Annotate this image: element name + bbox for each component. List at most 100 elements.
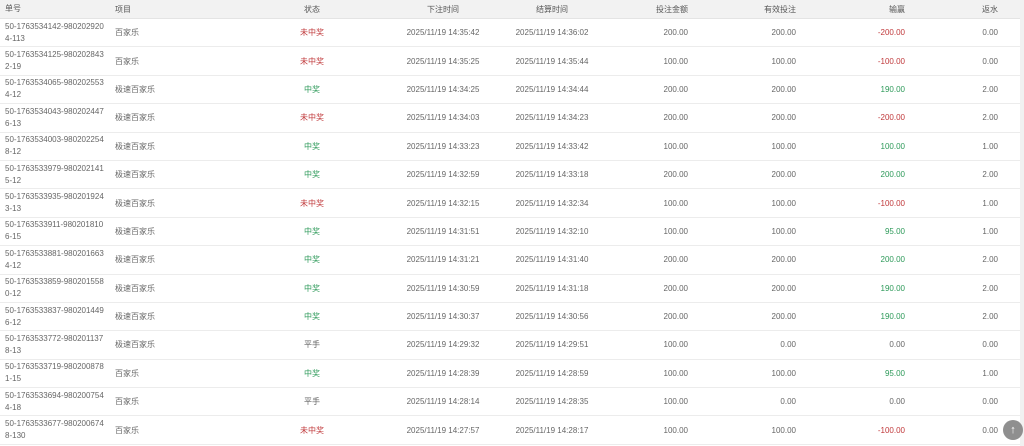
cell-bet-time: 2025/11/19 14:27:57	[406, 425, 480, 435]
cell-settle-time: 2025/11/19 14:33:42	[515, 141, 589, 151]
cell-win-loss: 95.00	[884, 226, 905, 236]
cell-bet-amount: 200.00	[663, 312, 688, 322]
back-to-top-button[interactable]: ↑	[1003, 420, 1023, 440]
table-row: 50-1763533677-9802006748-130 百家乐 未中奖 2025/1…	[0, 416, 1020, 445]
table-row: 50-1763534065-9802025534-12 极速百家乐 中奖 2025/1…	[0, 75, 1020, 105]
cell-bet-time: 2025/11/19 14:28:39	[406, 368, 480, 378]
cell-bet-time: 2025/11/19 14:32:15	[406, 198, 480, 208]
cell-bet-time: 2025/11/19 14:31:51	[406, 226, 480, 236]
table-row: 50-1763533772-9802011378-13 极速百家乐 平手 2025/1…	[0, 331, 1020, 360]
header-amount: 投注金额	[656, 4, 688, 14]
cell-bet-amount: 200.00	[663, 255, 688, 265]
cell-game-name: 极速百家乐	[115, 340, 155, 350]
cell-status: 未中奖	[300, 113, 324, 123]
cell-bet-amount: 200.00	[663, 28, 688, 38]
cell-status: 中奖	[304, 255, 320, 265]
cell-win-loss: 190.00	[880, 84, 905, 94]
cell-settle-time: 2025/11/19 14:28:35	[515, 397, 589, 407]
cell-bet-time: 2025/11/19 14:32:59	[406, 170, 480, 180]
cell-win-loss: 100.00	[880, 141, 905, 151]
cell-bet-amount: 100.00	[663, 141, 688, 151]
cell-status: 中奖	[304, 84, 320, 94]
table-row: 50-1763533979-9802021415-12 极速百家乐 中奖 2025/1…	[0, 160, 1020, 190]
table-row: 50-1763533935-9802019243-13 极速百家乐 未中奖 2025/…	[0, 189, 1020, 218]
cell-status: 未中奖	[300, 56, 324, 66]
cell-game-name: 百家乐	[115, 368, 139, 378]
cell-rebate: 1.00	[982, 141, 998, 151]
header-valid-bet: 有效投注	[764, 4, 796, 14]
header-win-loss: 输赢	[889, 4, 905, 14]
cell-order-id: 50-1763533719-9802008781-15	[5, 362, 104, 384]
cell-settle-time: 2025/11/19 14:34:44	[515, 84, 589, 94]
cell-bet-time: 2025/11/19 14:33:23	[406, 141, 480, 151]
cell-settle-time: 2025/11/19 14:33:18	[515, 170, 589, 180]
cell-status: 中奖	[304, 170, 320, 180]
header-bet-time: 下注时间	[427, 4, 459, 14]
cell-order-id: 50-1763534065-9802025534-12	[5, 78, 104, 100]
cell-valid-bet: 200.00	[771, 84, 796, 94]
cell-win-loss: -200.00	[877, 28, 905, 38]
cell-game-name: 极速百家乐	[115, 113, 155, 123]
cell-rebate: 1.00	[982, 226, 998, 236]
cell-bet-amount: 100.00	[663, 397, 688, 407]
header-settle-time: 结算时间	[536, 4, 568, 14]
cell-order-id: 50-1763533837-9802014496-12	[5, 305, 104, 327]
cell-valid-bet: 200.00	[771, 170, 796, 180]
cell-bet-time: 2025/11/19 14:30:59	[406, 283, 480, 293]
cell-valid-bet: 100.00	[771, 56, 796, 66]
cell-bet-amount: 100.00	[663, 56, 688, 66]
cell-bet-amount: 100.00	[663, 198, 688, 208]
cell-settle-time: 2025/11/19 14:36:02	[515, 28, 589, 38]
cell-valid-bet: 100.00	[771, 198, 796, 208]
scrollbar[interactable]	[1020, 0, 1024, 446]
table-row: 50-1763534003-9802022548-12 极速百家乐 中奖 2025/1…	[0, 132, 1020, 161]
cell-bet-amount: 200.00	[663, 170, 688, 180]
cell-game-name: 极速百家乐	[115, 283, 155, 293]
table-row: 50-1763534125-9802028432-19 百家乐 未中奖 2025/11…	[0, 47, 1020, 76]
cell-rebate: 2.00	[982, 113, 998, 123]
cell-order-id: 50-1763534003-9802022548-12	[5, 135, 104, 157]
cell-win-loss: 190.00	[880, 312, 905, 322]
cell-status: 未中奖	[300, 425, 324, 435]
cell-win-loss: -100.00	[877, 425, 905, 435]
cell-game-name: 极速百家乐	[115, 170, 155, 180]
header-rebate: 返水	[982, 4, 998, 14]
cell-bet-amount: 200.00	[663, 113, 688, 123]
cell-win-loss: -100.00	[877, 198, 905, 208]
cell-status: 未中奖	[300, 198, 324, 208]
cell-order-id: 50-1763533694-9802007544-18	[5, 390, 104, 412]
table-row: 50-1763533837-9802014496-12 极速百家乐 中奖 2025/1…	[0, 302, 1020, 332]
cell-win-loss: 200.00	[880, 170, 905, 180]
cell-win-loss: 0.00	[889, 397, 905, 407]
cell-order-id: 50-1763534125-9802028432-19	[5, 50, 104, 72]
cell-settle-time: 2025/11/19 14:30:56	[515, 312, 589, 322]
cell-order-id: 50-1763533772-9802011378-13	[5, 333, 104, 355]
cell-rebate: 2.00	[982, 283, 998, 293]
cell-status: 中奖	[304, 141, 320, 151]
cell-settle-time: 2025/11/19 14:32:10	[515, 226, 589, 236]
cell-settle-time: 2025/11/19 14:35:44	[515, 56, 589, 66]
cell-win-loss: 200.00	[880, 255, 905, 265]
cell-bet-time: 2025/11/19 14:31:21	[406, 255, 480, 265]
header-status: 状态	[304, 4, 320, 14]
cell-win-loss: -100.00	[877, 56, 905, 66]
cell-valid-bet: 100.00	[771, 141, 796, 151]
cell-valid-bet: 200.00	[771, 28, 796, 38]
cell-valid-bet: 200.00	[771, 255, 796, 265]
cell-valid-bet: 100.00	[771, 425, 796, 435]
cell-valid-bet: 200.00	[771, 312, 796, 322]
cell-settle-time: 2025/11/19 14:32:34	[515, 198, 589, 208]
cell-order-id: 50-1763533935-9802019243-13	[5, 192, 104, 214]
cell-bet-time: 2025/11/19 14:34:25	[406, 84, 480, 94]
cell-bet-amount: 100.00	[663, 368, 688, 378]
cell-order-id: 50-1763533859-9802015580-12	[5, 277, 104, 299]
table-row: 50-1763533719-9802008781-15 百家乐 中奖 2025/11/…	[0, 359, 1020, 389]
cell-order-id: 50-1763533881-9802016634-12	[5, 248, 104, 270]
cell-bet-amount: 200.00	[663, 84, 688, 94]
cell-rebate: 2.00	[982, 312, 998, 322]
arrow-up-icon: ↑	[1010, 424, 1016, 436]
cell-game-name: 百家乐	[115, 56, 139, 66]
cell-win-loss: 0.00	[889, 340, 905, 350]
cell-game-name: 极速百家乐	[115, 198, 155, 208]
